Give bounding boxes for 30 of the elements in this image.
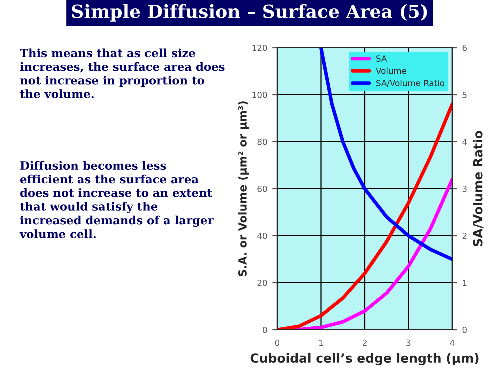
- text: This means that as cell size increases, the surface area does not increase in proportion to the volume.: [20, 48, 225, 98]
- x-tick-label: 4: [450, 340, 455, 346]
- chart-title: Simple Diffusion – Surface Area (5): [72, 4, 428, 22]
- x-axis-title: Cuboidal cell’s edge length (μm): [250, 353, 479, 366]
- line-series: [320, 48, 452, 262]
- y2-tick-label: 0: [462, 326, 467, 334]
- y-tick-label: 0: [263, 326, 268, 334]
- y-tick-label: 100: [252, 92, 268, 98]
- y2-tick-label: 3: [462, 186, 467, 192]
- legend-label: Volume: [376, 68, 407, 74]
- y2-tick-label: 5: [462, 92, 467, 98]
- y-tick-label: 60: [258, 186, 268, 192]
- x-tick-label: 2: [362, 340, 367, 346]
- y-axis-title: S.A. or Volume (μm² or μm³): [238, 102, 250, 277]
- y2-tick-label: 6: [462, 44, 467, 52]
- x-tick-label: 1: [320, 340, 324, 346]
- y-tick-label: 20: [258, 280, 268, 286]
- line-series: [278, 102, 452, 330]
- x-tick-label: 0: [275, 340, 280, 346]
- legend-label: SA: [376, 56, 388, 62]
- text: Diffusion becomes less efficient as the surface area does not increase to an extent that would satisfy the increased demands of a larger volume cell.: [20, 161, 214, 238]
- y2-tick-label: 2: [462, 232, 467, 240]
- legend-label: SA/Volume Ratio: [376, 80, 445, 88]
- y-tick-label: 80: [258, 138, 268, 146]
- y2-tick-label: 4: [462, 139, 468, 146]
- y2-axis-title: SA/Volume Ratio: [473, 131, 484, 246]
- y-tick-label: 40: [258, 232, 268, 240]
- y-tick-label: 120: [252, 44, 268, 52]
- y2-tick-label: 1: [463, 280, 467, 286]
- x-tick-label: 3: [406, 340, 411, 346]
